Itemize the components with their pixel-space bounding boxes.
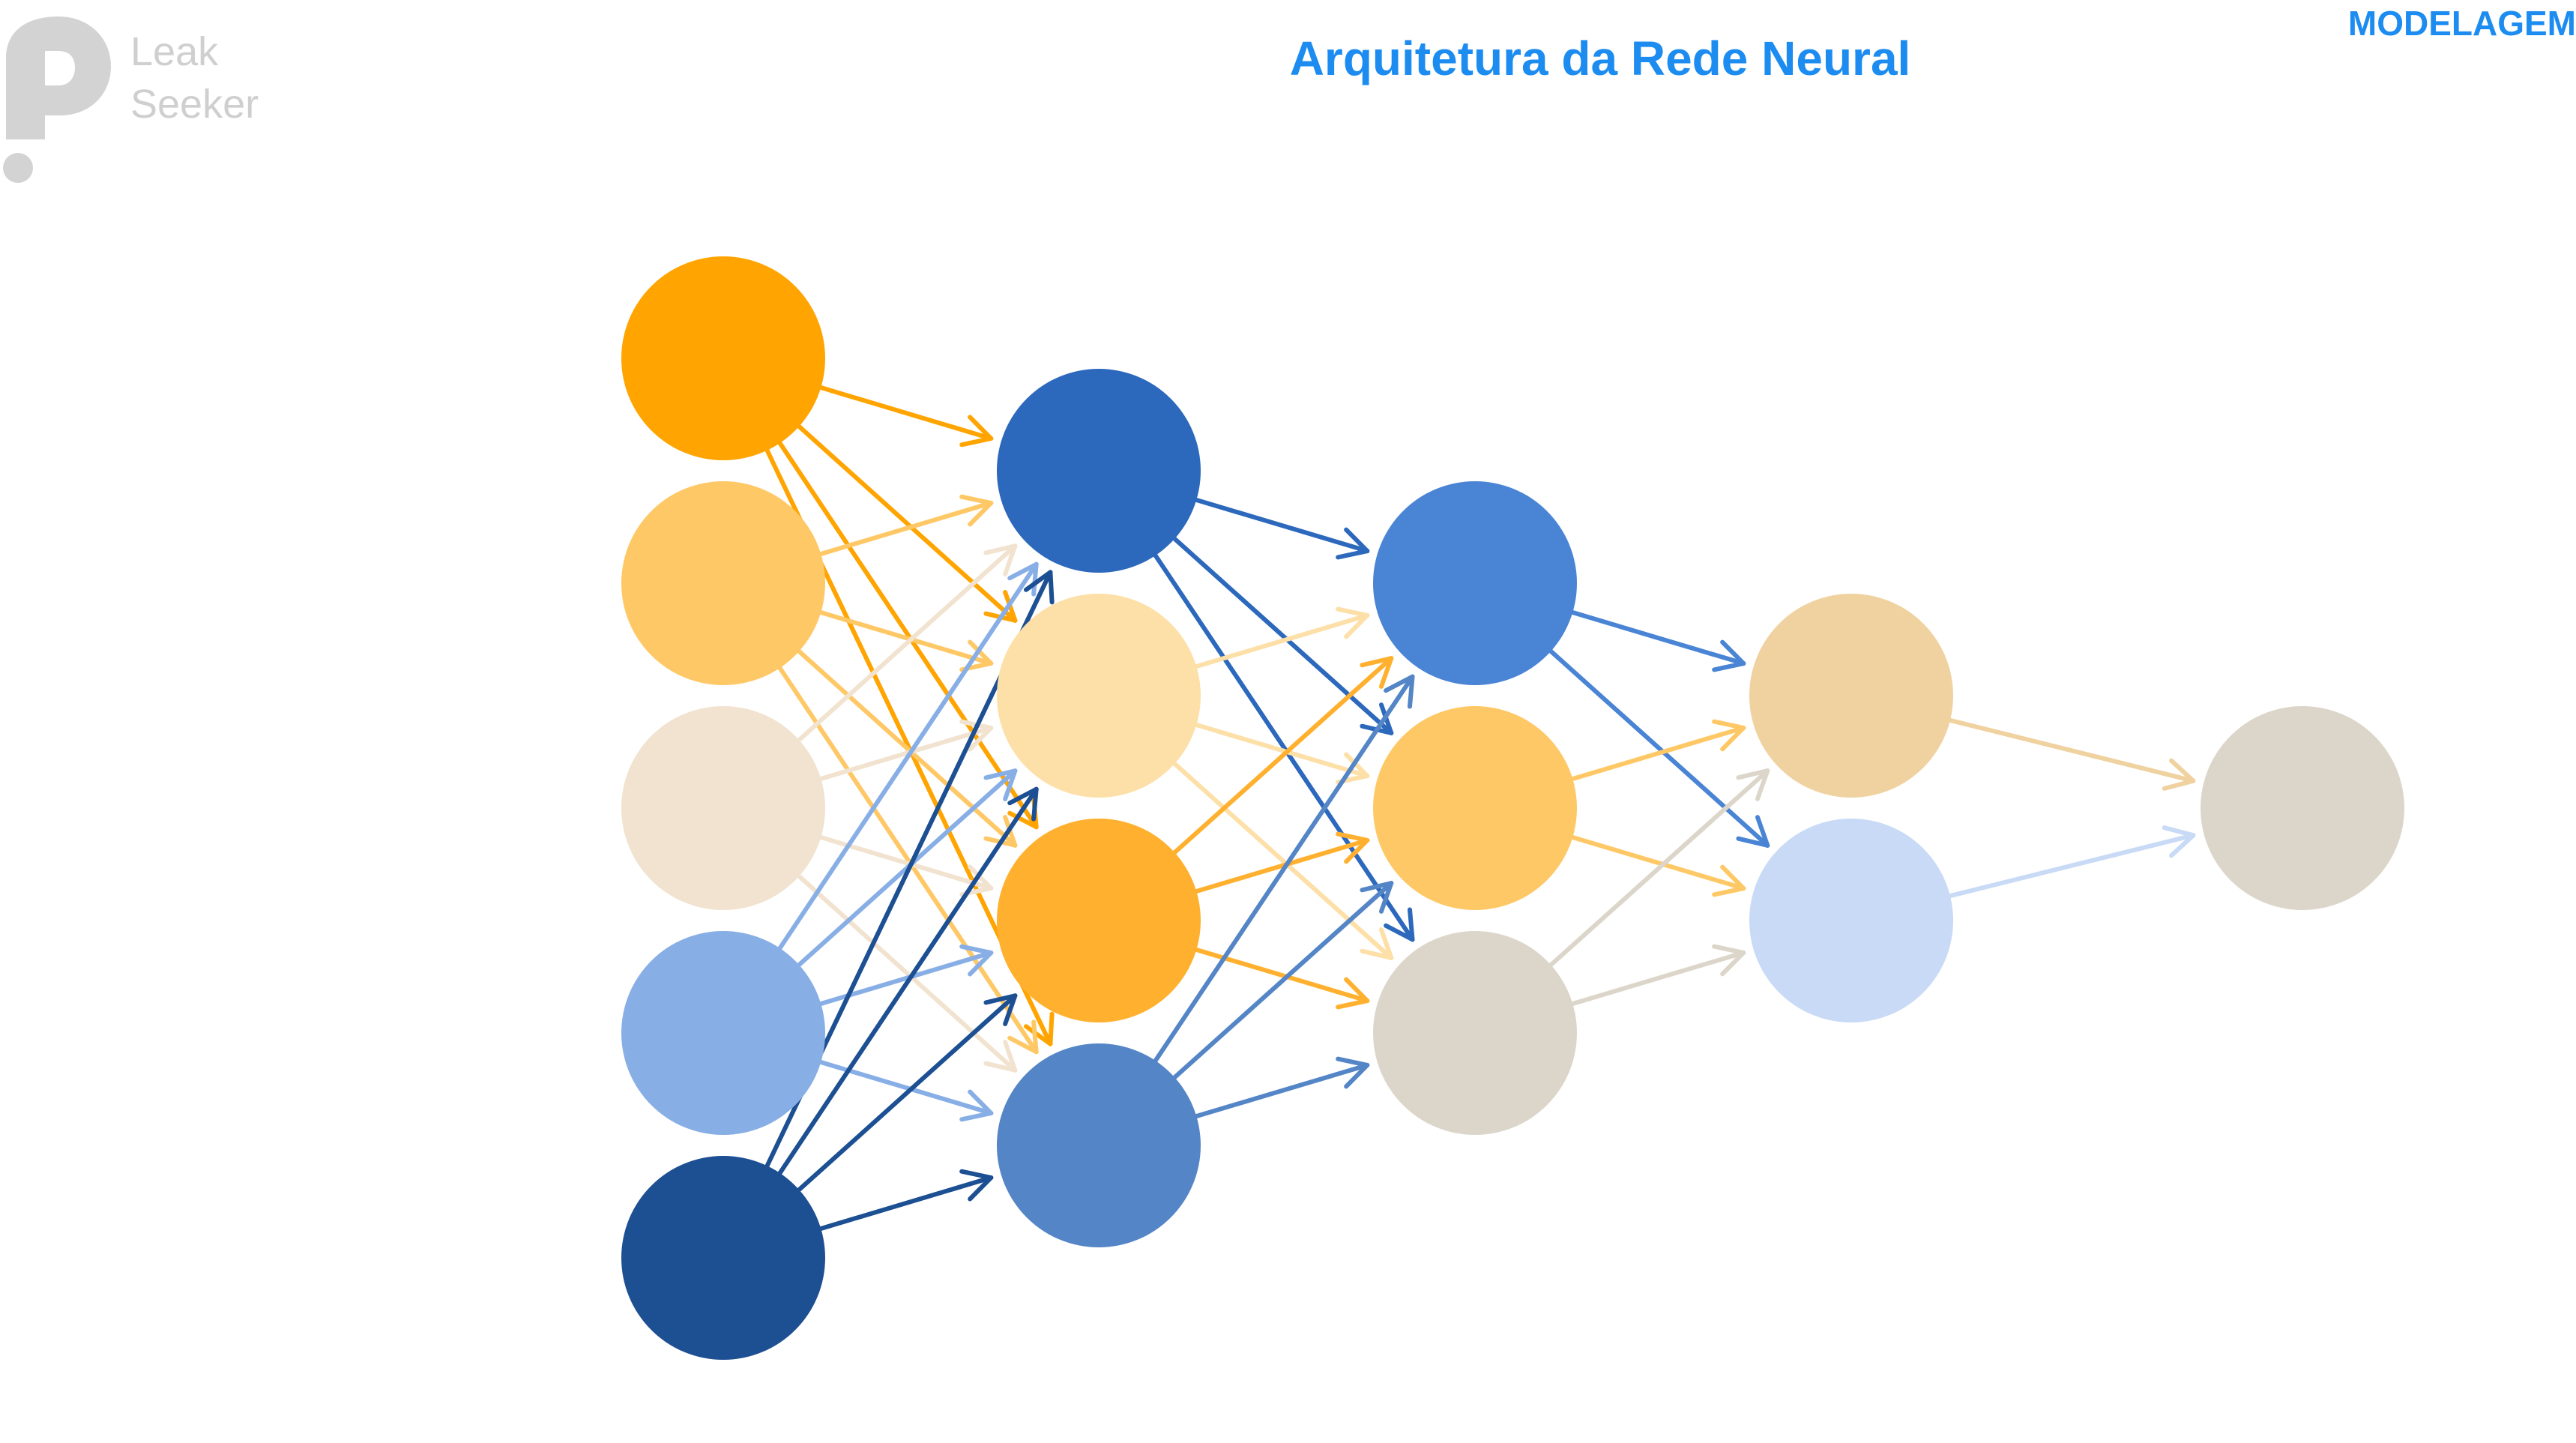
neuron-layer1-node1 bbox=[621, 256, 825, 460]
logo-dot bbox=[3, 153, 33, 183]
connection-l0-n4-to-n2 bbox=[793, 993, 1018, 1196]
connection-l1-n3-to-n2 bbox=[1189, 1056, 1370, 1120]
connection-l2-n0-to-n1 bbox=[1545, 645, 1770, 848]
connection-l2-n1-to-n0 bbox=[1566, 719, 1746, 783]
neuron-layer2-node1 bbox=[997, 369, 1201, 573]
connection-l1-n0-to-n1 bbox=[1168, 533, 1394, 735]
connection-l0-n4-to-n1 bbox=[775, 786, 1039, 1179]
connection-l0-n2-to-n0 bbox=[793, 543, 1018, 746]
connection-l1-n3-to-n0 bbox=[1150, 674, 1415, 1067]
neuron-layer3-node2 bbox=[1373, 706, 1577, 910]
neuron-layer3-node1 bbox=[1373, 481, 1577, 685]
connection-l0-n1-to-n3 bbox=[775, 662, 1039, 1055]
connection-l3-n1-to-n0 bbox=[1943, 825, 2196, 900]
neuron-layer2-node2 bbox=[997, 594, 1201, 798]
connection-l0-n3-to-n0 bbox=[775, 561, 1039, 954]
neurons bbox=[621, 256, 2404, 1360]
connection-l0-n1-to-n1 bbox=[814, 609, 994, 672]
connection-l0-n3-to-n3 bbox=[814, 1058, 994, 1122]
connection-l1-n1-to-n1 bbox=[1189, 721, 1370, 785]
neuron-layer2-node4 bbox=[997, 1043, 1201, 1247]
neuron-layer5-node1 bbox=[2201, 706, 2404, 910]
section-tag: MODELAGEM bbox=[2347, 4, 2576, 43]
neuron-layer3-node3 bbox=[1373, 931, 1577, 1135]
neuron-layer1-node3 bbox=[621, 706, 825, 910]
neuron-layer1-node2 bbox=[621, 481, 825, 685]
connection-l2-n2-to-n1 bbox=[1566, 944, 1746, 1007]
connection-l1-n0-to-n2 bbox=[1150, 549, 1415, 942]
neuron-layer2-node3 bbox=[997, 819, 1201, 1022]
connection-l0-n2-to-n3 bbox=[793, 870, 1018, 1073]
neuron-layer1-node4 bbox=[621, 931, 825, 1135]
connection-l0-n4-to-n3 bbox=[814, 1169, 994, 1232]
connection-l1-n0-to-n0 bbox=[1189, 496, 1370, 560]
connection-l1-n1-to-n0 bbox=[1189, 606, 1370, 670]
connection-l1-n2-to-n2 bbox=[1189, 946, 1370, 1010]
connection-l1-n2-to-n1 bbox=[1189, 831, 1370, 895]
page-title: Arquitetura da Rede Neural bbox=[1289, 31, 1911, 85]
connection-l1-n2-to-n0 bbox=[1168, 656, 1394, 858]
logo-mark bbox=[6, 16, 111, 139]
connection-l0-n3-to-n1 bbox=[793, 768, 1018, 971]
connection-l0-n3-to-n2 bbox=[814, 944, 994, 1007]
connections bbox=[762, 384, 2196, 1232]
logo-text-seeker: Seeker bbox=[130, 82, 259, 127]
connection-l1-n1-to-n2 bbox=[1168, 758, 1394, 960]
neuron-layer1-node5 bbox=[621, 1156, 825, 1360]
connection-l0-n0-to-n1 bbox=[793, 421, 1018, 623]
connection-l2-n0-to-n0 bbox=[1566, 609, 1746, 672]
logo-text-leak: Leak bbox=[130, 29, 219, 74]
connection-l1-n3-to-n1 bbox=[1168, 881, 1394, 1083]
leak-seeker-logo bbox=[3, 16, 111, 183]
connection-l0-n0-to-n0 bbox=[814, 384, 994, 448]
neuron-layer4-node1 bbox=[1749, 594, 1953, 798]
connection-l2-n2-to-n0 bbox=[1545, 768, 1770, 971]
neuron-layer4-node2 bbox=[1749, 819, 1953, 1022]
connection-l0-n1-to-n0 bbox=[814, 494, 994, 558]
connection-l2-n1-to-n1 bbox=[1566, 834, 1746, 897]
connection-l3-n0-to-n0 bbox=[1943, 717, 2196, 791]
